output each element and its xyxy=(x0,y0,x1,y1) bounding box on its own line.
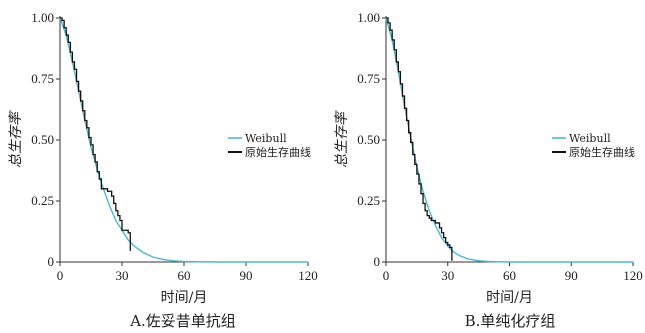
series-line-weibull xyxy=(59,17,308,263)
y-tick-label: 0.50 xyxy=(31,132,54,147)
legend-label-km: 原始生存曲线 xyxy=(245,145,311,159)
y-tick-label: 0 xyxy=(48,254,55,269)
x-tick-label: 30 xyxy=(441,268,454,283)
x-tick-label: 90 xyxy=(565,268,578,283)
panel-caption: A.佐妥昔单抗组 xyxy=(129,312,236,330)
panel-b-chart: 0 30 60 90 120 0 0.25 0.50 0.75 1.00 时间/月 总生存率 Weibu… xyxy=(334,10,643,330)
y-tick-label: 0.75 xyxy=(31,71,54,86)
y-tick-label: 0.75 xyxy=(357,71,380,86)
y-tick-label: 0.25 xyxy=(357,193,380,208)
series-line-km xyxy=(60,17,131,245)
x-tick-label: 120 xyxy=(623,268,643,283)
series-line-km xyxy=(386,17,453,255)
x-tick-label: 60 xyxy=(503,268,516,283)
legend-label-km: 原始生存曲线 xyxy=(569,145,635,159)
x-tick-label: 0 xyxy=(57,268,64,283)
x-tick-label: 90 xyxy=(240,268,253,283)
y-tick-label: 1.00 xyxy=(357,10,380,25)
legend-label-weibull: Weibull xyxy=(569,132,611,145)
y-axis-title: 总生存率 xyxy=(8,110,24,168)
y-tick-label: 1.00 xyxy=(31,10,54,25)
y-tick-label: 0.50 xyxy=(357,132,380,147)
x-tick-label: 30 xyxy=(116,268,129,283)
y-tick-label: 0.25 xyxy=(31,193,54,208)
panel-caption: B.单纯化疗组 xyxy=(465,312,556,330)
y-axis-title: 总生存率 xyxy=(334,110,350,168)
panel-a-chart: 0 30 60 90 120 0 0.25 0.50 0.75 1.00 时间/月 总生存率 Weibu… xyxy=(8,10,318,330)
x-tick-label: 120 xyxy=(298,268,318,283)
x-tick-label: 0 xyxy=(383,268,390,283)
y-tick-label: 0 xyxy=(374,254,381,269)
x-axis-title: 时间/月 xyxy=(486,290,533,306)
x-tick-label: 60 xyxy=(178,268,191,283)
legend-label-weibull: Weibull xyxy=(245,132,287,145)
x-axis-title: 时间/月 xyxy=(161,290,208,306)
